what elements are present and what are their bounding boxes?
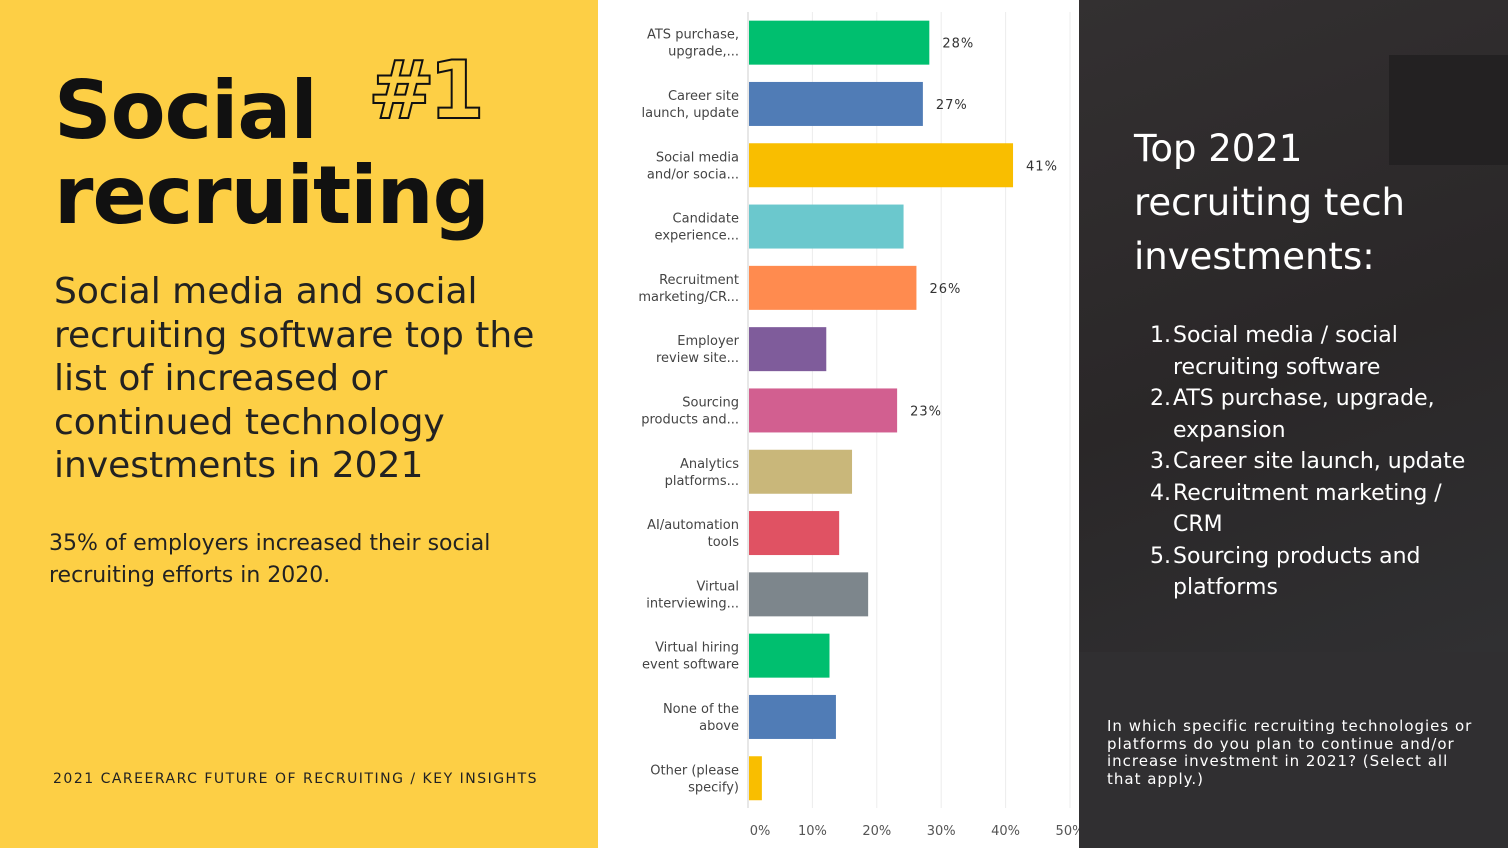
rank-badge: #1	[367, 44, 486, 137]
left-panel: Social recruiting #1 Social media and so…	[0, 0, 598, 848]
x-tick-label: 20%	[862, 824, 891, 839]
survey-question: In which specific recruiting technologie…	[1107, 717, 1473, 788]
top-investments-list: 1. Social media / social recruiting softw…	[1137, 320, 1467, 604]
category-label: marketing/CR...	[638, 290, 739, 305]
category-label: platforms...	[665, 474, 739, 489]
x-tick-label: 0%	[750, 824, 771, 839]
bar	[749, 511, 840, 556]
data-label: 41%	[1026, 159, 1058, 174]
category-label: Social media	[656, 150, 739, 165]
x-tick-label: 30%	[927, 824, 956, 839]
list-item: 1. Social media / social recruiting softw…	[1150, 323, 1398, 380]
headline-line-2: recruiting	[54, 149, 490, 242]
x-tick-label: 40%	[991, 824, 1020, 839]
category-label: None of the	[663, 702, 739, 717]
category-label: Sourcing	[682, 395, 739, 410]
bar	[749, 449, 853, 494]
bar	[749, 694, 836, 739]
category-label: tools	[708, 535, 740, 550]
background-shadow	[1389, 55, 1508, 165]
data-label: 23%	[910, 404, 942, 419]
question-band	[1079, 652, 1508, 848]
category-label: interviewing...	[646, 596, 739, 611]
bar	[749, 204, 904, 249]
list-item: 4. Recruitment marketing / CRM	[1150, 480, 1442, 538]
headline: Social recruiting	[54, 64, 490, 242]
bar	[749, 633, 830, 678]
bar	[749, 388, 898, 433]
data-label: 27%	[936, 98, 968, 113]
right-panel: Top 2021 recruiting tech investments: 1.…	[1079, 0, 1508, 848]
bar-chart: 0% 10% 20% 30% 40% 50% ATS purchase, upgrade,..…	[638, 12, 1084, 839]
list-item: 5. Sourcing products and platforms	[1150, 543, 1421, 601]
category-label: and/or socia...	[647, 167, 739, 182]
headline-line-1: Social	[54, 64, 318, 157]
bar	[749, 572, 869, 617]
bar	[749, 327, 827, 372]
category-label: specify)	[688, 780, 739, 795]
category-label: Career site	[668, 89, 739, 104]
data-label: 26%	[929, 282, 961, 297]
stat-text: 35% of employers increased their social …	[49, 531, 491, 588]
bar	[749, 143, 1014, 188]
subtitle: Social media and social recruiting softw…	[54, 271, 535, 486]
category-label: Employer	[677, 334, 739, 349]
category-label: event software	[642, 658, 739, 673]
category-label: launch, update	[641, 106, 739, 121]
category-label: upgrade,...	[668, 45, 739, 60]
bar	[749, 20, 930, 65]
category-label: Candidate	[673, 212, 739, 227]
x-tick-label: 10%	[798, 824, 827, 839]
category-label: Virtual hiring	[655, 641, 739, 656]
category-label: AI/automation	[647, 518, 739, 533]
right-title: Top 2021 recruiting tech investments:	[1134, 127, 1405, 278]
x-tick-label: 50%	[1056, 824, 1079, 839]
category-label: products and...	[641, 412, 739, 427]
bar	[749, 265, 917, 310]
category-label: Other (please	[650, 763, 739, 778]
category-label: ATS purchase,	[647, 28, 739, 43]
bar	[749, 81, 923, 126]
footer-text: 2021 CAREERARC FUTURE OF RECRUITING / KE…	[53, 771, 539, 787]
list-item: 3. Career site launch, update	[1150, 449, 1466, 474]
category-label: Recruitment	[659, 273, 739, 288]
category-label: Virtual	[697, 579, 739, 594]
category-label: above	[699, 719, 739, 734]
category-label: Analytics	[680, 457, 739, 472]
list-item: 2. ATS purchase, upgrade, expansion	[1150, 386, 1435, 443]
data-label: 28%	[942, 37, 974, 52]
category-label: review site...	[656, 351, 739, 366]
bar	[749, 756, 762, 801]
chart-panel: 0% 10% 20% 30% 40% 50% ATS purchase, upgrade,..…	[598, 0, 1084, 848]
category-label: experience...	[655, 229, 739, 244]
